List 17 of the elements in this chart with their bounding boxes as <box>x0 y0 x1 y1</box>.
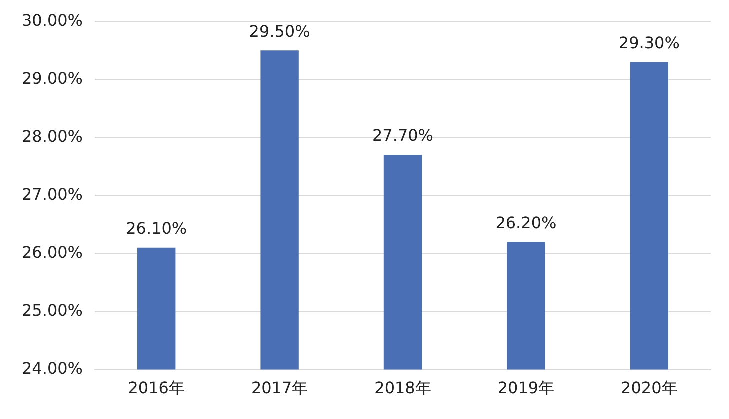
data-label: 27.70% <box>372 126 434 146</box>
x-tick-label: 2020年 <box>621 378 678 398</box>
data-label: 26.10% <box>126 219 188 238</box>
y-tick-label: 26.00% <box>22 242 84 262</box>
y-tick-label: 24.00% <box>22 358 84 378</box>
y-tick-label: 27.00% <box>22 184 84 204</box>
x-tick-label: 2016年 <box>128 378 185 398</box>
y-tick-label: 28.00% <box>22 126 84 146</box>
x-tick-label: 2019年 <box>498 378 555 398</box>
x-tick-label: 2018年 <box>374 378 432 398</box>
y-tick-label: 30.00% <box>22 10 84 30</box>
data-label: 29.30% <box>618 33 680 52</box>
x-tick-label: 2017年 <box>251 378 308 398</box>
data-label: 26.20% <box>496 213 557 232</box>
y-tick-label: 29.00% <box>22 68 84 88</box>
data-label: 29.50% <box>249 22 310 41</box>
y-tick-label: 25.00% <box>22 300 84 320</box>
